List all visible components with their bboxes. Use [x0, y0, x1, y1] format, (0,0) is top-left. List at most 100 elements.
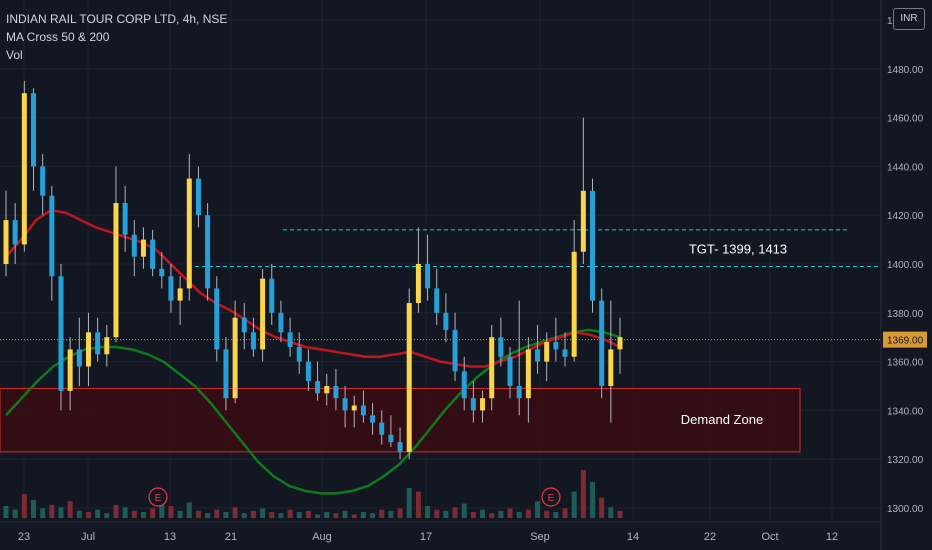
candle-body [40, 166, 46, 196]
volume-bar [122, 507, 128, 518]
time-tick-label: Sep [530, 531, 550, 543]
volume-bar [241, 513, 247, 518]
volume-bar [30, 500, 36, 518]
volume-bar [434, 509, 440, 518]
candle-body [168, 276, 174, 301]
volume-bar [590, 482, 596, 518]
candle-body [159, 268, 165, 277]
volume-bar [370, 513, 376, 518]
earnings-marker [541, 487, 561, 507]
candle-body [3, 220, 9, 264]
indicator-ma-cross[interactable]: MA Cross 50 & 200 [6, 30, 110, 44]
candle-body [186, 178, 192, 289]
volume-bar [113, 504, 119, 518]
price-tick-label: 1360.00 [887, 358, 924, 369]
candle-body [370, 415, 376, 423]
candle-body [223, 349, 229, 399]
candle-body [67, 349, 73, 391]
volume-bar [525, 509, 531, 518]
volume-bar [608, 507, 614, 518]
volume-bar [140, 512, 146, 518]
candle-body [49, 195, 55, 277]
candle-body [195, 178, 201, 216]
candle-body [415, 264, 421, 304]
volume-bar [351, 514, 357, 518]
candle-body [360, 405, 366, 416]
volume-bar [269, 512, 275, 518]
candle-body [397, 442, 403, 452]
candle-body [470, 398, 476, 411]
volume-bar [95, 509, 101, 518]
time-tick-label: Aug [312, 531, 332, 543]
time-tick-label: Jul [81, 531, 95, 543]
candle-body [516, 386, 522, 399]
volume-bar [12, 509, 18, 518]
candle-body [525, 349, 531, 399]
symbol-title[interactable]: INDIAN RAIL TOUR CORP LTD, 4h, NSE [6, 12, 228, 26]
price-tick-label: 1300.00 [887, 504, 924, 515]
candle-body [122, 203, 128, 235]
last-price-label: 1369.00 [887, 336, 924, 347]
candle-body [580, 190, 586, 252]
candle-body [507, 356, 513, 386]
candle-body [287, 332, 293, 347]
candle-body [76, 349, 82, 367]
candle-body [58, 276, 64, 391]
volume-bar [315, 514, 321, 518]
earnings-marker [148, 487, 168, 507]
volume-bar [223, 512, 229, 518]
price-tick-label: 1400.00 [887, 260, 924, 271]
volume-bar [104, 513, 110, 518]
volume-bar [260, 508, 266, 518]
candle-body [342, 398, 348, 411]
volume-bar [278, 513, 284, 518]
price-tick-label: 1340.00 [887, 406, 924, 417]
earnings-marker-label: E [155, 493, 162, 504]
ma50-line [5, 208, 621, 368]
volume-bar [250, 510, 256, 518]
candle-body [260, 278, 266, 350]
volume-bar [470, 512, 476, 518]
volume-bar [305, 510, 311, 518]
candle-body [214, 288, 220, 350]
candle-body [590, 190, 596, 301]
volume-bar [571, 491, 577, 518]
candle-body [544, 342, 550, 362]
time-tick-label: 14 [627, 531, 639, 543]
candle-body [305, 361, 311, 382]
volume-bar [159, 503, 165, 518]
volume-bar [177, 510, 183, 518]
indicator-volume[interactable]: Vol [6, 48, 23, 62]
volume-bar [406, 488, 412, 518]
demand-zone-label: Demand Zone [681, 412, 763, 427]
time-tick-label: 21 [225, 531, 237, 543]
volume-bar [379, 509, 385, 518]
candle-body [30, 93, 36, 167]
candle-body [113, 203, 119, 338]
volume-bar [498, 510, 504, 518]
target-label: TGT- 1399, 1413 [689, 241, 787, 256]
volume-bar [333, 513, 339, 518]
volume-bar [599, 497, 605, 518]
candle-body [434, 288, 440, 313]
volume-bar [214, 509, 220, 518]
candle-body [553, 342, 559, 350]
volume-bar [544, 510, 550, 518]
time-tick-label: Oct [761, 531, 778, 543]
last-price-badge [883, 331, 927, 348]
candle-body [461, 371, 467, 399]
volume-bar [21, 494, 27, 518]
volume-bar [415, 491, 421, 518]
candle-body [608, 349, 614, 386]
candle-body [315, 381, 321, 394]
volume-bar [535, 501, 541, 518]
volume-bar [516, 512, 522, 518]
volume-bar [461, 503, 467, 518]
volume-bar [205, 513, 211, 518]
volume-bar [150, 508, 156, 518]
volume-bar [489, 513, 495, 518]
currency-badge[interactable]: INR [893, 8, 925, 30]
candle-body [278, 312, 284, 333]
price-tick-label: 1460.00 [887, 114, 924, 125]
